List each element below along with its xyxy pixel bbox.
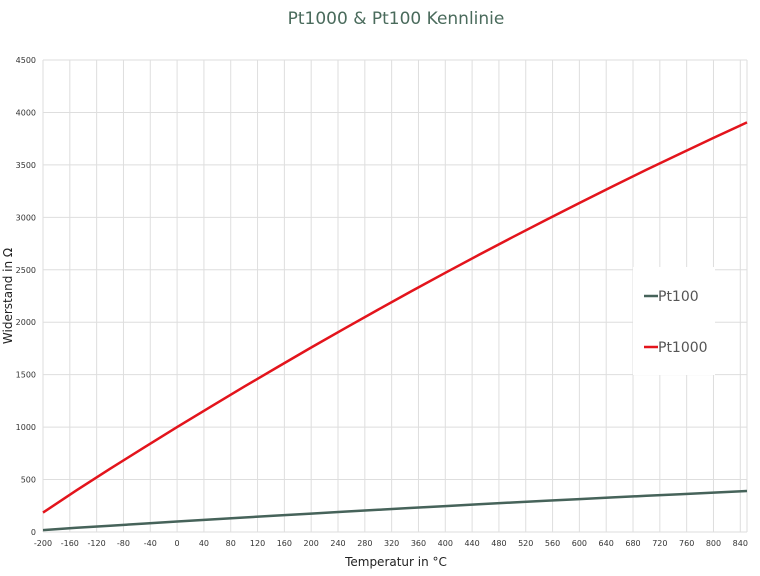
- x-axis-label: Temperatur in °C: [344, 555, 447, 569]
- x-tick-label: -120: [88, 539, 106, 548]
- series-line-pt1000: [42, 121, 748, 514]
- x-tick-label: -40: [144, 539, 157, 548]
- x-tick-label: 640: [599, 539, 614, 548]
- legend-label-pt1000: Pt1000: [658, 340, 708, 356]
- y-tick-label: 3000: [16, 213, 36, 222]
- x-tick-label: 280: [357, 539, 372, 548]
- y-tick-label: 500: [21, 476, 36, 485]
- y-tick-label: 3500: [16, 161, 36, 170]
- x-tick-label: -80: [117, 539, 130, 548]
- x-axis-ticks: -200 -160 -120 -80 -40 0 40 80 120 160 200 240 280 32…: [34, 539, 748, 548]
- y-tick-label: 0: [31, 528, 36, 537]
- x-tick-label: 40: [199, 539, 209, 548]
- y-tick-label: 4000: [16, 108, 36, 117]
- x-tick-label: 160: [277, 539, 292, 548]
- x-tick-label: 200: [304, 539, 319, 548]
- y-axis-label: Widerstand in Ω: [1, 248, 15, 344]
- x-tick-label: 760: [679, 539, 694, 548]
- x-tick-label: 840: [733, 539, 748, 548]
- y-tick-label: 1000: [16, 423, 36, 432]
- grid: [42, 59, 748, 533]
- y-tick-label: 2500: [16, 266, 36, 275]
- x-tick-label: 560: [545, 539, 560, 548]
- x-tick-label: 480: [491, 539, 506, 548]
- x-tick-label: 0: [175, 539, 180, 548]
- x-tick-label: 720: [652, 539, 667, 548]
- x-tick-label: 360: [411, 539, 426, 548]
- series-line-pt100: [42, 489, 748, 532]
- x-tick-label: 800: [706, 539, 721, 548]
- x-tick-label: -200: [34, 539, 52, 548]
- x-tick-label: 600: [572, 539, 587, 548]
- y-axis-ticks: 0 500 1000 1500 2000 2500 3000 3500 4000 4500: [16, 56, 36, 537]
- x-tick-label: 400: [438, 539, 453, 548]
- x-tick-label: 120: [250, 539, 265, 548]
- x-tick-label: 520: [518, 539, 533, 548]
- legend-label-pt100: Pt100: [658, 289, 699, 305]
- x-tick-label: 80: [226, 539, 236, 548]
- y-tick-label: 4500: [16, 56, 36, 65]
- legend-box: [633, 267, 715, 375]
- x-tick-label: 680: [625, 539, 640, 548]
- series-lines: [42, 121, 748, 532]
- x-tick-label: -160: [61, 539, 79, 548]
- x-tick-label: 320: [384, 539, 399, 548]
- legend: Pt100 Pt1000: [633, 267, 715, 375]
- y-tick-label: 1500: [16, 371, 36, 380]
- x-tick-label: 440: [464, 539, 479, 548]
- x-tick-label: 240: [330, 539, 345, 548]
- chart-title: Pt1000 & Pt100 Kennlinie: [288, 9, 505, 29]
- y-tick-label: 2000: [16, 318, 36, 327]
